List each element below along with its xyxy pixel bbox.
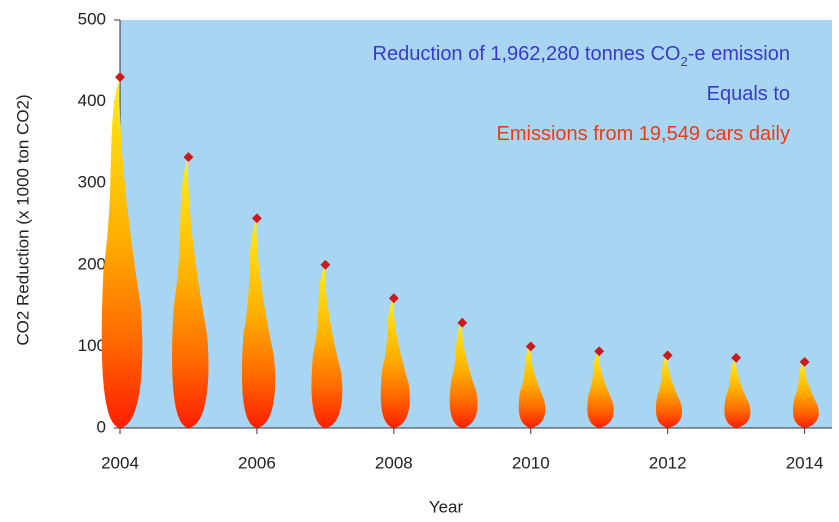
y-tick-label: 500 <box>78 9 106 28</box>
annotation: Equals to <box>707 83 790 105</box>
y-tick-label: 0 <box>97 417 106 436</box>
y-tick-label: 300 <box>78 173 106 192</box>
x-axis-label: Year <box>429 497 464 516</box>
x-tick-label: 2014 <box>786 453 824 472</box>
plot-background <box>120 20 832 428</box>
annotation-part: 2 <box>681 54 688 69</box>
annotation: Reduction of 1,962,280 tonnes CO2-e emis… <box>373 43 791 69</box>
annotation-part: -e emission <box>688 43 790 65</box>
annotation: Emissions from 19,549 cars daily <box>497 123 790 145</box>
x-tick-label: 2004 <box>101 453 139 472</box>
annotation-part: Emissions from 19,549 cars daily <box>497 123 790 145</box>
page: 0100200300400500200420062008201020122014… <box>0 0 839 522</box>
x-tick-label: 2008 <box>375 453 413 472</box>
y-tick-label: 200 <box>78 254 106 273</box>
x-tick-label: 2006 <box>238 453 276 472</box>
x-tick-label: 2012 <box>649 453 687 472</box>
chart: 0100200300400500200420062008201020122014… <box>0 0 839 522</box>
y-axis-label: CO2 Reduction (x 1000 ton CO2) <box>13 94 32 345</box>
annotation-part: Equals to <box>707 83 790 105</box>
x-tick-label: 2010 <box>512 453 550 472</box>
y-tick-label: 400 <box>78 91 106 110</box>
annotation-part: Reduction of 1,962,280 tonnes CO <box>373 43 681 65</box>
